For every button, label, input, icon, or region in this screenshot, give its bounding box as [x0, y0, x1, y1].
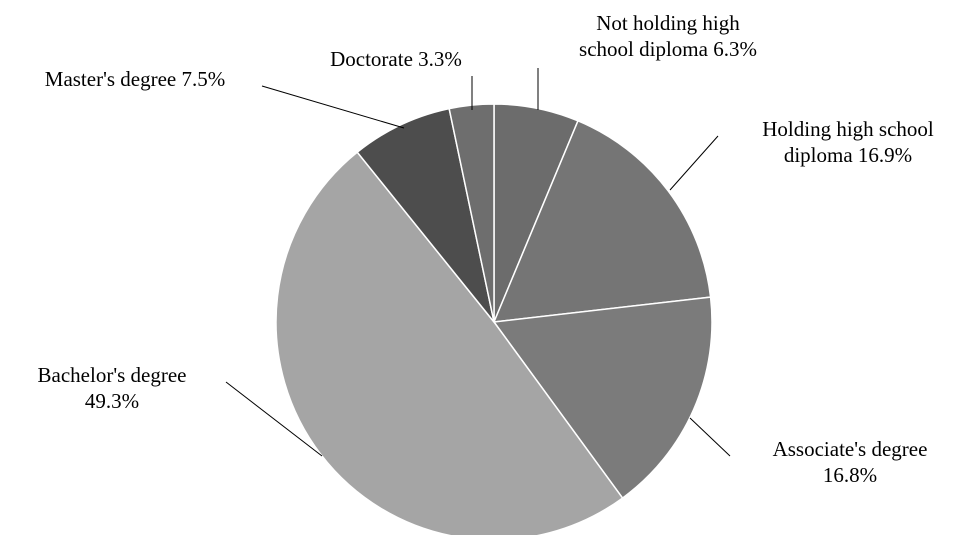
- slice-label-line: Doctorate 3.3%: [330, 47, 462, 71]
- leader-line: [261, 85, 405, 129]
- pie-slice: [448, 103, 495, 323]
- pie-slice: [275, 151, 624, 535]
- slice-label-line: 49.3%: [85, 389, 139, 413]
- pie-slice: [492, 296, 713, 500]
- slice-label-line: Associate's degree: [773, 437, 928, 461]
- slice-label: Holding high school diploma 16.9%: [762, 117, 934, 167]
- slice-label: Not holding high school diploma 6.3%: [579, 11, 757, 61]
- leader-line: [669, 135, 719, 191]
- slice-label: Associate's degree 16.8%: [773, 437, 928, 487]
- slice-label-line: 16.8%: [823, 463, 877, 487]
- slice-label-line: Bachelor's degree: [38, 363, 187, 387]
- slice-label-line: Master's degree 7.5%: [45, 67, 225, 91]
- slice-label-line: school diploma 6.3%: [579, 37, 757, 61]
- labels-layer: Not holding high school diploma 6.3% Holdi…: [38, 11, 934, 487]
- leader-line: [689, 417, 731, 457]
- slice-label-line: Holding high school: [762, 117, 934, 141]
- slices-layer: [275, 103, 713, 535]
- pie-slice: [492, 119, 712, 323]
- slice-label: Doctorate 3.3%: [330, 47, 462, 71]
- slice-label: Master's degree 7.5%: [45, 67, 225, 91]
- slice-label: Bachelor's degree 49.3%: [38, 363, 187, 413]
- leaders-layer: [225, 68, 731, 457]
- slice-label-line: diploma 16.9%: [784, 143, 912, 167]
- leader-line: [225, 381, 323, 457]
- slice-label-line: Not holding high: [596, 11, 740, 35]
